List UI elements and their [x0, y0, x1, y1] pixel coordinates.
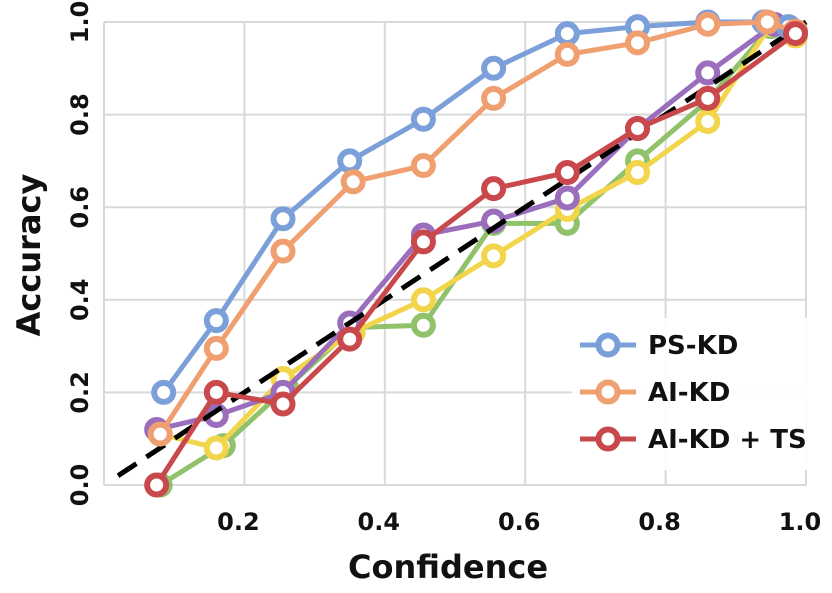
y-tick-label: 1.0: [66, 1, 94, 44]
legend-item: AI-KD: [580, 378, 730, 408]
data-point: [340, 169, 366, 195]
data-point: [625, 115, 651, 141]
data-point: [695, 85, 721, 111]
data-point: [337, 326, 363, 352]
x-tick-label: 0.4: [358, 508, 401, 536]
y-axis-title: Accuracy: [10, 174, 48, 337]
series-line: [154, 31, 797, 487]
data-point: [144, 472, 170, 498]
legend-label: AI-KD: [648, 378, 730, 408]
x-tick-label: 0.8: [638, 508, 681, 536]
data-point: [337, 148, 363, 174]
legend-label: AI-KD + TS: [648, 425, 807, 455]
reference-line-layer: [116, 19, 808, 478]
data-point: [410, 106, 436, 132]
data-point: [695, 109, 721, 135]
data-point: [625, 30, 651, 56]
legend-swatch-marker: [595, 332, 621, 358]
y-tick-label: 0.2: [66, 371, 94, 414]
series-ai-kd-ts: [144, 21, 808, 498]
data-point: [203, 335, 229, 361]
legend: PS-KD AI-KD AI-KD + TS: [572, 318, 808, 470]
data-point: [554, 159, 580, 185]
data-point: [270, 206, 296, 232]
data-point: [554, 21, 580, 47]
data-point: [481, 243, 507, 269]
data-point: [147, 421, 173, 447]
y-tick-label: 0.6: [66, 186, 94, 229]
legend-item: AI-KD + TS: [580, 425, 807, 455]
data-point: [481, 55, 507, 81]
data-point: [151, 379, 177, 405]
data-point: [754, 9, 780, 35]
legend-series-layer: [144, 9, 808, 498]
x-tick-label: 0.2: [217, 508, 260, 536]
data-point: [203, 379, 229, 405]
data-point: [695, 11, 721, 37]
data-point: [410, 287, 436, 313]
y-tick-label: 0.8: [66, 93, 94, 136]
data-point: [203, 308, 229, 334]
legend-swatch-marker: [595, 379, 621, 405]
data-point: [270, 391, 296, 417]
y-tick-label: 0.0: [66, 464, 94, 507]
legend-item: PS-KD: [580, 331, 738, 361]
data-point: [554, 185, 580, 211]
reference-dashed-line: [116, 19, 808, 478]
x-tick-label: 1.0: [779, 508, 822, 536]
data-point: [481, 85, 507, 111]
x-axis-title: Confidence: [348, 548, 548, 586]
tick-labels: 0.2 0.4 0.6 0.8 1.0 0.0 0.2 0.4 0.6 0.8 1.0: [66, 1, 821, 536]
data-point: [782, 21, 808, 47]
y-tick-label: 0.4: [66, 279, 94, 322]
data-point: [410, 312, 436, 338]
data-point: [410, 229, 436, 255]
data-point: [481, 176, 507, 202]
data-point: [270, 238, 296, 264]
legend-swatch-marker: [595, 426, 621, 452]
data-point: [410, 153, 436, 179]
data-point: [203, 435, 229, 461]
data-point: [554, 41, 580, 67]
legend-label: PS-KD: [648, 331, 738, 361]
data-point: [695, 60, 721, 86]
data-point: [625, 159, 651, 185]
x-tick-label: 0.6: [498, 508, 541, 536]
